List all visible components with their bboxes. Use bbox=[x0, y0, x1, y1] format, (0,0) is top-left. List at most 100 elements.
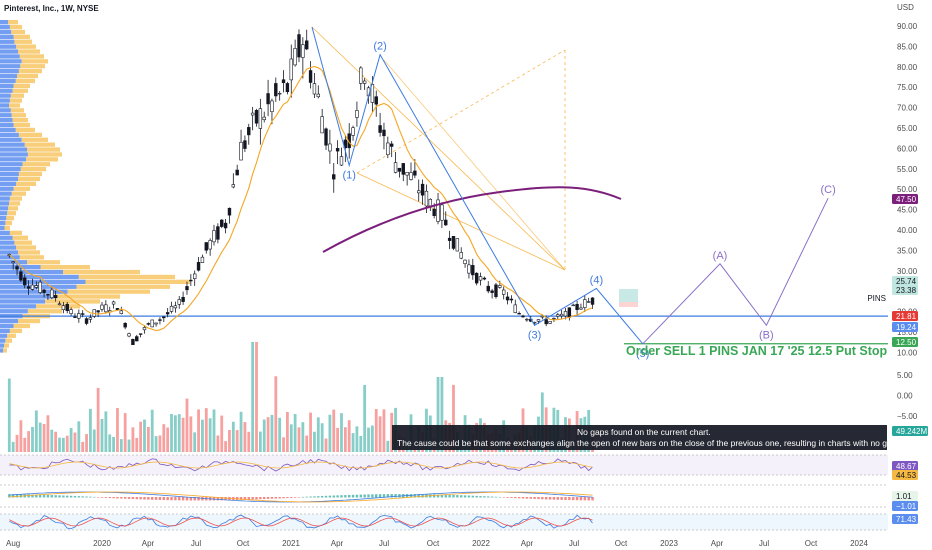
volume-profile-bar bbox=[0, 78, 16, 84]
candle-body-up bbox=[428, 198, 433, 207]
candle-body-down bbox=[115, 308, 120, 311]
candle-body-down bbox=[274, 83, 278, 97]
macd-histogram-bar bbox=[537, 497, 540, 500]
volume-bar bbox=[351, 433, 355, 452]
volume-profile-bar bbox=[0, 348, 4, 353]
macd-histogram-bar bbox=[170, 497, 173, 501]
macd-histogram-bar bbox=[510, 497, 513, 498]
macd-histogram-bar bbox=[583, 497, 587, 501]
volume-profile-bar bbox=[20, 64, 45, 69]
candle-body-down bbox=[490, 290, 494, 293]
candle-body-up bbox=[320, 116, 324, 134]
order-annotation[interactable]: Order SELL 1 PINS JAN 17 '25 12.5 Put St… bbox=[626, 344, 915, 358]
candle-body-up bbox=[104, 304, 108, 313]
volume-bar bbox=[216, 435, 220, 452]
volume-bar bbox=[363, 384, 367, 452]
volume-profile-bar bbox=[27, 260, 60, 265]
volume-profile-bar bbox=[4, 225, 10, 231]
candle-body-down bbox=[243, 140, 247, 149]
macd-histogram-bar bbox=[8, 494, 11, 498]
rsi-band bbox=[0, 455, 888, 475]
volume-bar bbox=[177, 414, 181, 452]
time-tick-label: 2021 bbox=[282, 539, 300, 548]
indicator-tag-background bbox=[892, 461, 918, 471]
candle-body-up bbox=[111, 301, 116, 305]
volume-profile-bar bbox=[0, 240, 15, 245]
candle-body-down bbox=[308, 70, 313, 83]
candle bbox=[312, 72, 317, 99]
candle bbox=[223, 218, 228, 234]
macd-histogram-bar bbox=[239, 497, 243, 500]
volume-bar bbox=[343, 427, 347, 452]
volume-bar bbox=[104, 411, 108, 452]
macd-histogram-bar bbox=[301, 496, 305, 498]
candle bbox=[297, 29, 301, 63]
volume-bar bbox=[89, 408, 92, 452]
volume-profile-bar bbox=[0, 137, 22, 142]
macd-histogram-bar bbox=[444, 494, 447, 498]
candle bbox=[123, 322, 127, 330]
candle-body-down bbox=[505, 296, 510, 301]
macd-histogram-bar bbox=[572, 497, 575, 501]
macd-histogram-bar bbox=[35, 494, 38, 498]
volume-profile-bar bbox=[0, 98, 10, 103]
indicator-tag-background bbox=[892, 491, 918, 501]
indicator-tag: 49.242M bbox=[892, 426, 928, 436]
volume-profile-bar bbox=[45, 299, 100, 304]
volume-profile-bar bbox=[12, 118, 28, 123]
indicator-tag-background bbox=[892, 426, 928, 436]
candle bbox=[559, 309, 564, 320]
candle bbox=[289, 44, 293, 98]
macd-histogram-bar bbox=[247, 497, 250, 500]
volume-bar bbox=[293, 414, 297, 452]
volume-profile-bar bbox=[9, 103, 20, 108]
candle-body-up bbox=[88, 317, 93, 320]
volume-profile-bar bbox=[0, 343, 5, 348]
candle bbox=[463, 259, 467, 268]
volume-bar bbox=[31, 426, 34, 452]
volume-bar bbox=[173, 415, 177, 452]
macd-histogram-bar bbox=[359, 494, 362, 498]
volume-profile-bar bbox=[18, 171, 42, 177]
volume-profile-bar bbox=[10, 93, 24, 98]
volume-profile-bar bbox=[10, 108, 24, 113]
candle-body-down bbox=[447, 237, 452, 241]
drawings[interactable] bbox=[0, 26, 888, 345]
macd-histogram-bar bbox=[575, 497, 579, 501]
macd-histogram-bar bbox=[514, 497, 517, 499]
price-axis[interactable]: USD 90.00 85.00 80.00 75.00 70.00 65.00 60.00 5… bbox=[867, 0, 932, 550]
candle-body-up bbox=[34, 285, 39, 288]
volume-profile-bar bbox=[21, 59, 48, 64]
candle bbox=[77, 309, 81, 323]
time-axis[interactable]: Aug 2020 Apr Jul Oct 2021 Apr Jul Oct 2022 Apr Jul O… bbox=[0, 535, 888, 550]
indicator-panes bbox=[0, 454, 888, 531]
macd-histogram-bar bbox=[127, 497, 131, 499]
candle bbox=[212, 224, 216, 246]
macd-histogram-bar bbox=[135, 497, 138, 500]
candle bbox=[486, 281, 490, 294]
volume-bar bbox=[382, 409, 386, 452]
candle-body-down bbox=[15, 266, 19, 270]
trend-line-lower bbox=[356, 172, 566, 271]
macd-histogram-bar bbox=[525, 497, 529, 499]
volume-bar bbox=[185, 398, 189, 452]
price-tick-label: 55.00 bbox=[897, 165, 918, 174]
volume-bar bbox=[320, 423, 324, 452]
candle-body-up bbox=[177, 299, 181, 305]
macd-histogram-bar bbox=[521, 497, 525, 499]
indicator-tag: 48.67 bbox=[892, 461, 918, 471]
macd-histogram-bar bbox=[297, 497, 301, 498]
volume-bar bbox=[235, 430, 239, 452]
volume-bar bbox=[135, 437, 139, 452]
time-tick-label: Oct bbox=[615, 539, 628, 548]
candle bbox=[277, 91, 282, 101]
elliott-wave[interactable]: (1) (2) (3) (4) (5) (A) (B) (C) bbox=[311, 26, 836, 360]
notice-background bbox=[392, 425, 887, 450]
ma-fast-line bbox=[8, 65, 593, 332]
candle bbox=[61, 302, 66, 314]
volume-profile-bar bbox=[18, 132, 42, 137]
volume-profile-bar bbox=[15, 78, 35, 84]
candle-body-down bbox=[590, 297, 595, 305]
candle-body-up bbox=[301, 44, 305, 58]
